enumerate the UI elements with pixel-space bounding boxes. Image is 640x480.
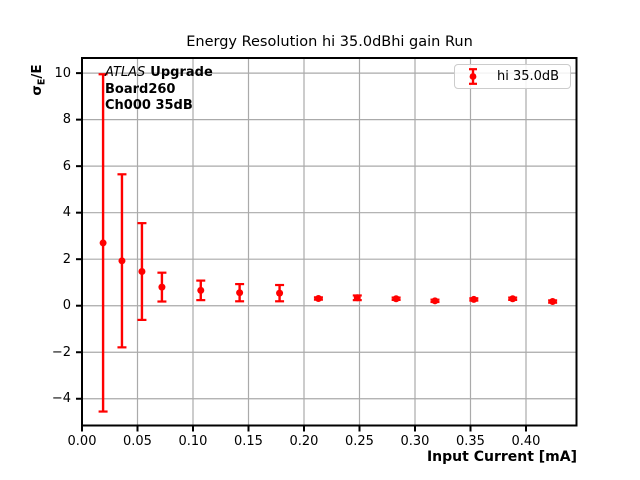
data-point: [353, 294, 361, 302]
annotation-line-3: Ch000 35dB: [105, 98, 193, 114]
data-point: [549, 298, 557, 306]
x-tick-label: 0.00: [67, 434, 97, 449]
chart-title: Energy Resolution hi 35.0dBhi gain Run: [186, 34, 473, 50]
x-tick-label: 0.30: [400, 434, 430, 449]
x-tick-label: 0.25: [345, 434, 374, 449]
annotation-upgrade: Upgrade: [150, 65, 213, 80]
y-tick-label: 0: [62, 298, 71, 314]
data-point: [470, 295, 478, 303]
data-point: [276, 289, 284, 297]
data-point: [392, 295, 400, 303]
plot-annotation: ATLAS Upgrade Board260 Ch000 35dB: [105, 65, 213, 115]
y-tick-label: 8: [62, 112, 71, 128]
y-tick-label: −2: [51, 344, 71, 360]
data-point: [431, 297, 439, 305]
ylabel-sigma: σ: [29, 85, 45, 96]
data-point: [314, 295, 322, 303]
annotation-line-1: ATLAS Upgrade: [105, 65, 213, 82]
legend-label: hi 35.0dB: [497, 69, 560, 84]
errorbar-icon: [469, 68, 477, 85]
y-tick-label: 4: [62, 205, 71, 221]
x-tick-label: 0.05: [123, 434, 152, 449]
data-point: [99, 239, 107, 247]
annotation-line-2: Board260: [105, 81, 176, 97]
data-point: [158, 283, 166, 291]
data-point: [236, 289, 244, 297]
y-tick-label: 2: [62, 251, 71, 267]
legend: hi 35.0dB: [454, 64, 571, 89]
plot-frame: [81, 57, 578, 427]
x-tick-label: 0.35: [456, 434, 485, 449]
x-tick-label: 0.40: [511, 434, 541, 449]
x-axis-label: Input Current [mA]: [426, 449, 577, 465]
data-point: [197, 286, 205, 294]
y-tick-label: 6: [62, 158, 71, 174]
x-tick-label: 0.20: [289, 434, 319, 449]
y-tick-label: −4: [51, 391, 71, 407]
x-tick-label: 0.15: [234, 434, 263, 449]
annotation-atlas: ATLAS: [105, 65, 146, 80]
y-tick-label: 10: [54, 65, 71, 81]
data-point: [509, 295, 517, 303]
data-point: [118, 257, 126, 265]
x-tick-label: 0.10: [178, 434, 208, 449]
data-point: [138, 268, 146, 276]
